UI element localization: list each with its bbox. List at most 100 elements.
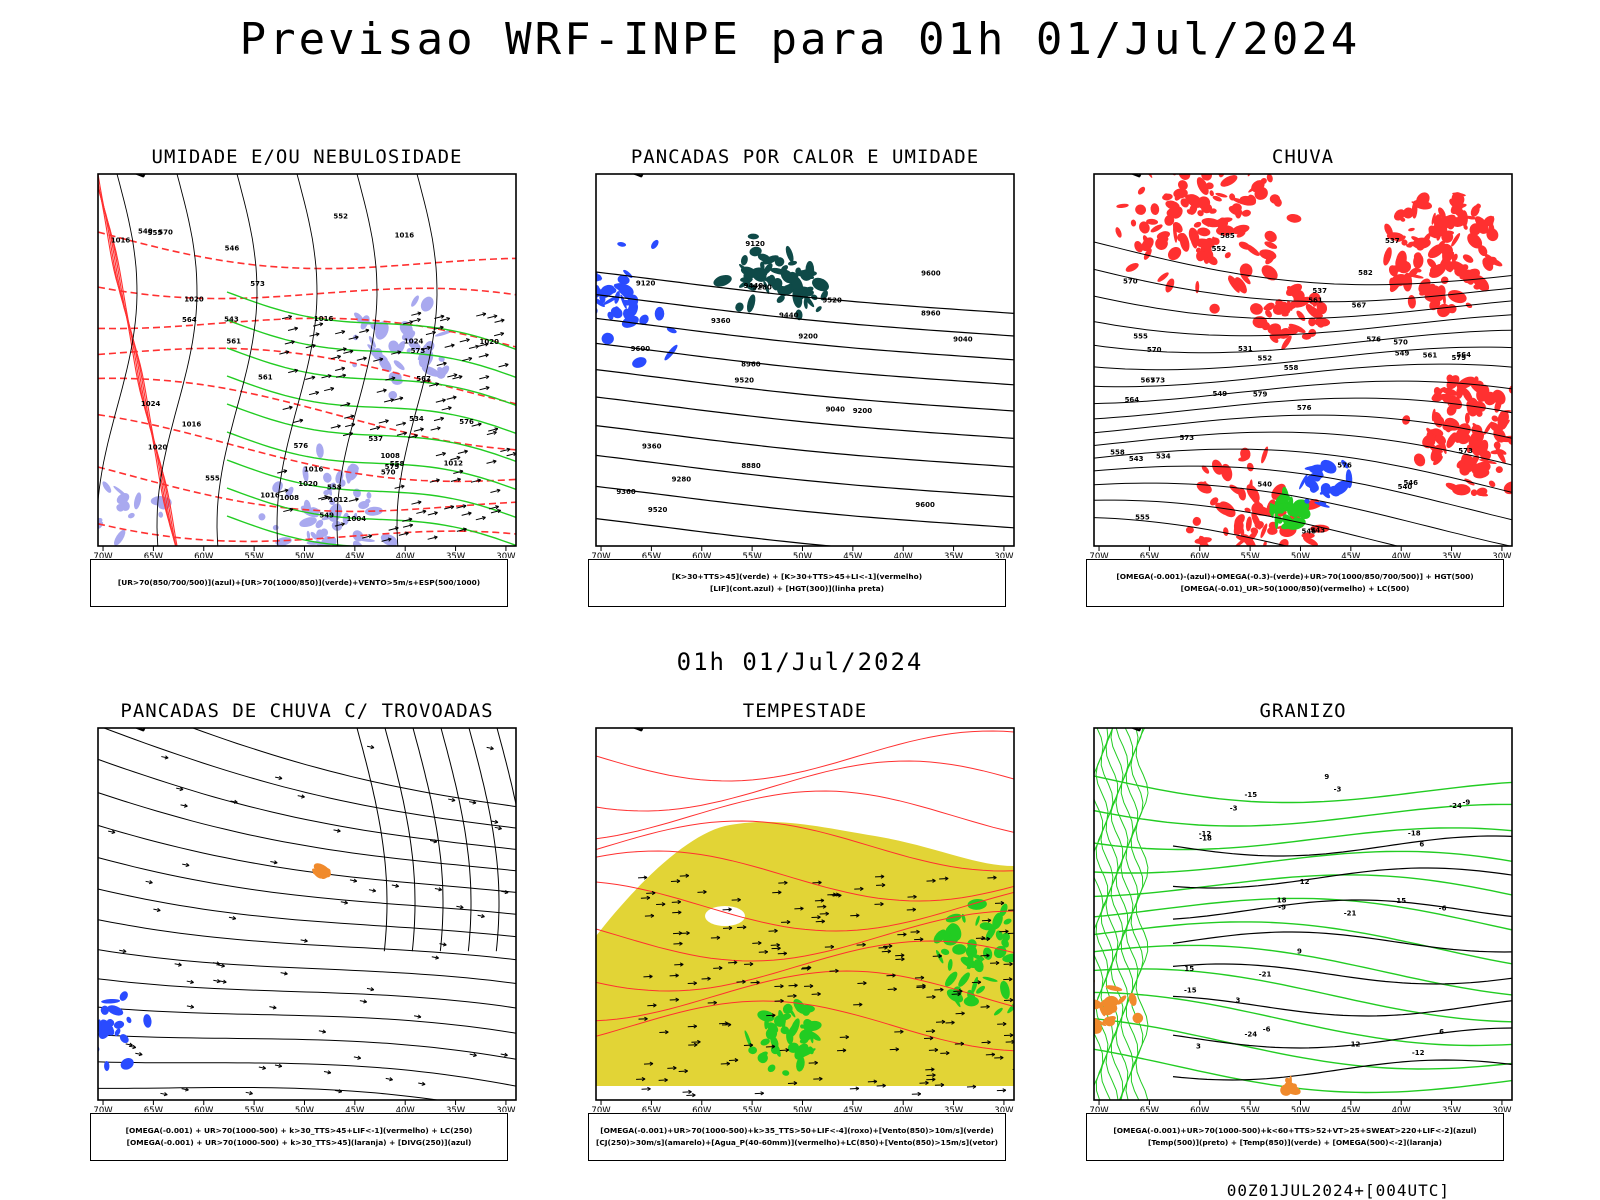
wind-vector-head: [434, 511, 438, 516]
humidity-area-blue: [279, 542, 286, 546]
rain-area-red: [1426, 427, 1436, 438]
wind-vector-head: [178, 962, 182, 967]
isoline-humidity: [226, 375, 516, 435]
humidity-area-blue: [158, 511, 164, 518]
wind-vector-head: [780, 998, 784, 1004]
isoline-humidity: [226, 431, 516, 491]
rain-area-red: [1508, 438, 1512, 446]
rain-area-red: [1427, 244, 1445, 259]
wind-vector-head: [353, 878, 358, 883]
rain-area-red: [1167, 246, 1182, 261]
wind-vector: [461, 512, 472, 516]
wind-vector: [402, 518, 413, 522]
isoline-geopotential: [98, 466, 516, 513]
contour-label: 543: [224, 315, 239, 323]
wind-vector-head: [675, 973, 679, 978]
humidity-area-blue: [299, 517, 317, 528]
wind-vector: [506, 452, 516, 457]
contour-label: 567: [1352, 302, 1367, 310]
wind-vector: [444, 506, 455, 510]
wind-vector: [359, 329, 370, 333]
wind-vector: [228, 916, 236, 920]
wind-vector-head: [319, 322, 324, 327]
rain-area-red: [1135, 204, 1147, 215]
isobar: [216, 174, 258, 546]
map-content: [98, 728, 516, 1100]
wind-850-area: [765, 1027, 778, 1040]
lifted-index-contour: [654, 306, 665, 321]
isoline-temp850: [1094, 897, 1512, 931]
wind-vector: [330, 425, 341, 429]
contour-label: 549: [319, 511, 334, 519]
wind-vector-head: [727, 1022, 732, 1027]
wind-vector-head: [216, 979, 221, 984]
isoline-hgt300: [596, 425, 1014, 468]
contour-label: 1020: [148, 443, 168, 451]
wind-vector: [433, 326, 444, 330]
rain-area-red: [1130, 219, 1137, 227]
wind-850-area: [961, 913, 966, 923]
divergence-area: [107, 1005, 124, 1016]
rain-area-red: [1261, 549, 1269, 555]
rain-area-red: [1469, 438, 1479, 449]
map-chuva: 585 582 579 579 576 573 570 567 564 561 558 555 552 5…: [1089, 173, 1513, 558]
contour-label: 561: [226, 338, 241, 346]
wind-vector-head: [349, 431, 354, 436]
rain-area-blue: [1304, 465, 1324, 471]
rain-area-red: [1197, 227, 1211, 237]
map-trovoadas: 12S15S18S21S24S27S30S33S36S39S42S70W65W6…: [93, 727, 517, 1112]
isobar: [156, 174, 198, 546]
contour-label: 9440: [779, 311, 799, 319]
isoline-hgt300: [596, 396, 1014, 439]
rain-area-red: [1416, 192, 1430, 207]
heat-convection-area: [785, 245, 794, 263]
rain-area-red: [1269, 334, 1279, 343]
wind-vector-head: [283, 971, 288, 976]
wind-vector: [335, 330, 345, 335]
wind-vector-head: [783, 951, 788, 956]
lon-tick-label: 60W: [194, 552, 214, 558]
rain-area-red: [1193, 221, 1202, 228]
isoline-humidity: [226, 347, 516, 407]
rain-area-red: [1459, 465, 1470, 476]
lon-tick-label: 40W: [1392, 552, 1412, 558]
streamline: [440, 728, 472, 952]
wind-vector: [407, 434, 418, 439]
wind-vector: [284, 341, 295, 345]
lifted-index-contour: [604, 286, 617, 294]
contour-label: 8960: [741, 360, 761, 368]
wind-vector-head: [221, 963, 225, 968]
lifted-index-contour: [577, 322, 588, 332]
wind-vector-head: [495, 505, 500, 510]
rain-area-red: [1488, 480, 1496, 488]
rain-area-red: [1482, 257, 1494, 271]
wind-vector-head: [641, 1076, 646, 1082]
isoline-hgt500: [1094, 363, 1512, 388]
wind-vector: [452, 375, 463, 380]
wind-vector-head: [440, 416, 445, 421]
wind-vector: [396, 432, 407, 436]
wind-vector: [288, 369, 298, 374]
humidity-area-blue: [113, 485, 129, 499]
wind-vector-head: [473, 1052, 477, 1058]
wind-vector: [456, 905, 464, 909]
contour-label: 534: [1156, 452, 1171, 460]
isoline-lc850: [596, 970, 1014, 1022]
rain-area-red: [1391, 273, 1408, 287]
wind-vector-head: [459, 905, 464, 910]
rain-area-red: [1164, 214, 1175, 226]
wind-vector: [182, 863, 190, 867]
panel-chuva: CHUVA 585 582 579 579 576 573 570 567 564 561 558 5…: [1073, 146, 1533, 616]
wind-vector-head: [417, 1014, 422, 1019]
wind-vector-head: [497, 509, 502, 514]
wind-vector-head: [354, 497, 359, 502]
map-frame: [595, 173, 1015, 547]
wind-vector: [344, 415, 355, 419]
heat-convection-area: [815, 306, 822, 313]
wind-vector-head: [913, 894, 917, 899]
humidity-area-blue: [285, 486, 294, 498]
wind-vector: [145, 880, 153, 884]
wind-vector-head: [456, 455, 461, 460]
wind-vector: [368, 889, 376, 892]
wind-vector-head: [920, 975, 925, 980]
